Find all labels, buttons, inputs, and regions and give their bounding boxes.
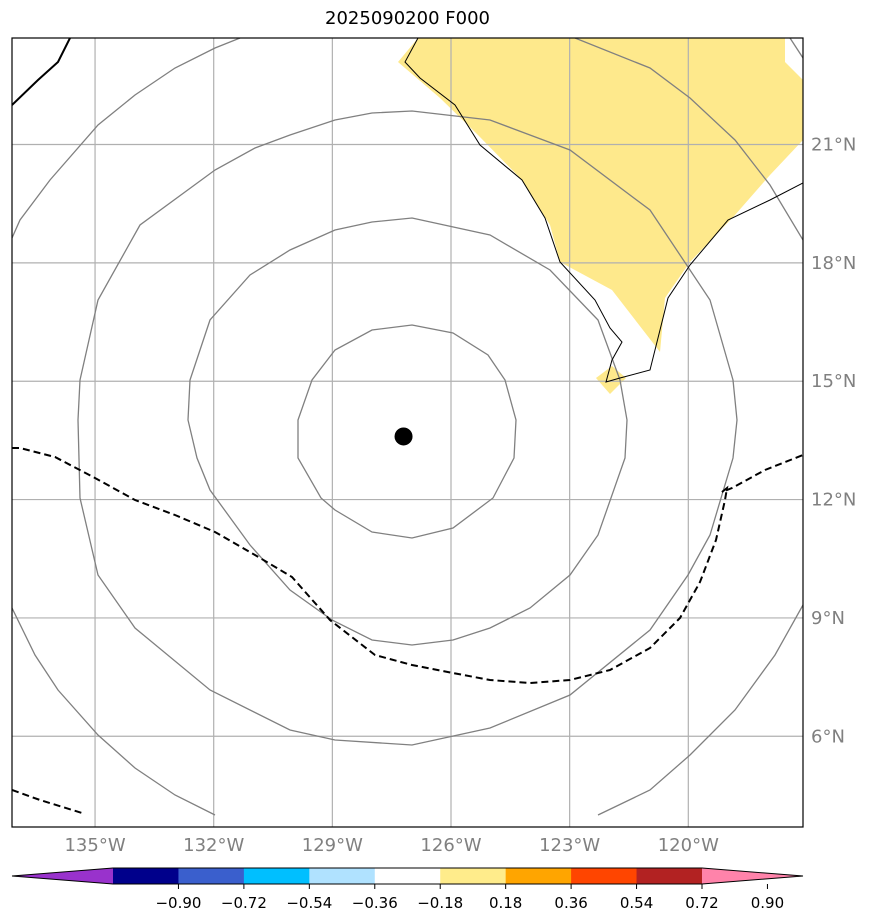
lat-label: 6°N	[811, 726, 845, 747]
lon-label: 129°W	[302, 835, 363, 856]
colorbar-segment	[309, 868, 376, 884]
colorbar-tick-label: 0.54	[620, 894, 653, 912]
latitude-labels: 6°N 9°N 12°N 15°N 18°N 21°N	[811, 135, 856, 748]
lon-label: 123°W	[539, 835, 600, 856]
storm-center-marker	[394, 427, 413, 446]
lon-label: 120°W	[658, 835, 719, 856]
colorbar-tick-label: 0.72	[685, 894, 718, 912]
colorbar-segment	[374, 868, 441, 884]
lon-label: 135°W	[64, 835, 125, 856]
colorbar	[11, 867, 804, 885]
colorbar-segment	[505, 868, 572, 884]
colorbar-tick-labels: −0.90 −0.72 −0.54 −0.36 −0.18 0.18 0.36 0.54 0.7…	[155, 884, 784, 912]
solid-boundary	[12, 38, 71, 106]
colorbar-extend-high	[702, 868, 803, 884]
colorbar-tick-label: 0.18	[489, 894, 522, 912]
colorbar-segment	[440, 868, 507, 884]
contour-ring-2	[187, 217, 628, 646]
graticule	[12, 38, 803, 827]
lon-label: 132°W	[183, 835, 244, 856]
colorbar-tick-label: 0.90	[751, 894, 784, 912]
contour-ring-4	[12, 38, 241, 239]
axes-frame	[11, 37, 804, 828]
contour-ring-3	[77, 110, 738, 746]
colorbar-extend-low	[12, 868, 113, 884]
lon-label: 126°W	[420, 835, 481, 856]
colorbar-tick-label: −0.18	[417, 894, 463, 912]
colorbar-tick-label: −0.72	[221, 894, 267, 912]
lat-label: 9°N	[811, 608, 845, 629]
colorbar-tick-label: 0.36	[554, 894, 587, 912]
colorbar-outline	[11, 867, 804, 885]
shaded-region	[398, 38, 803, 394]
colorbar-tick-label: −0.36	[352, 894, 398, 912]
contour-ring-1	[297, 324, 517, 539]
lat-label: 21°N	[811, 135, 856, 156]
lat-label: 12°N	[811, 490, 856, 511]
colorbar-segment	[178, 868, 245, 884]
colorbar-segment	[636, 868, 703, 884]
lat-label: 15°N	[811, 371, 856, 392]
map-title: 2025090200 F000	[325, 8, 490, 29]
pressure-contours	[12, 38, 803, 816]
dashed-contour	[12, 447, 803, 814]
lat-label: 18°N	[811, 253, 856, 274]
colorbar-tick-label: −0.54	[286, 894, 332, 912]
colorbar-segment	[113, 868, 179, 884]
coastline	[404, 38, 803, 383]
colorbar-tick-label: −0.90	[155, 894, 201, 912]
longitude-labels: 135°W 132°W 129°W 126°W 123°W 120°W	[64, 835, 719, 856]
colorbar-segment	[243, 868, 310, 884]
colorbar-segment	[571, 868, 638, 884]
